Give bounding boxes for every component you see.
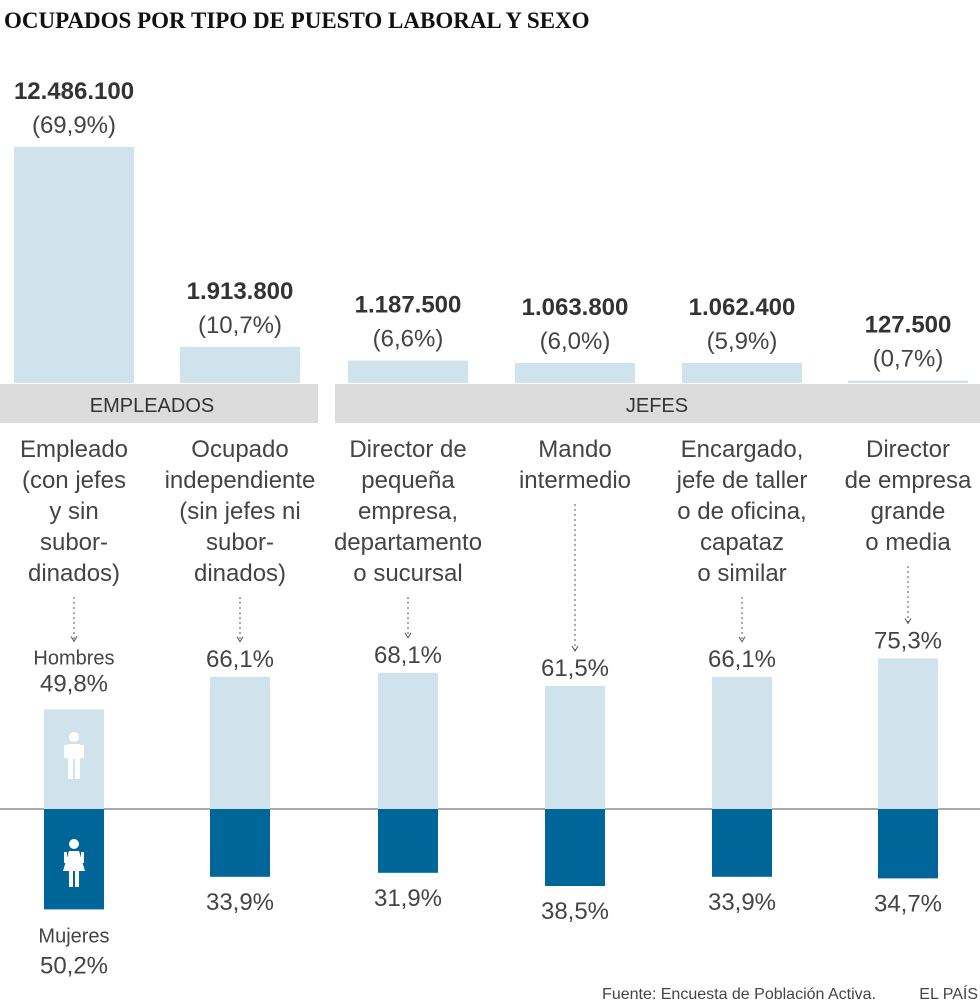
men-share-label: 49,8% (40, 670, 108, 697)
total-bar (848, 380, 968, 383)
category-label: subor- (206, 529, 274, 556)
share-label: (5,9%) (707, 328, 778, 355)
men-bar (44, 709, 104, 809)
men-share-label: 66,1% (206, 646, 274, 673)
category-label: Empleado (20, 436, 128, 463)
category-label: y sin (49, 498, 98, 525)
category-label: o media (865, 529, 951, 556)
category-label: subor- (40, 529, 108, 556)
group-label: JEFES (626, 395, 688, 417)
category-label: dinados) (28, 560, 120, 587)
category-label: independiente (165, 467, 316, 494)
category-label: Encargado, (681, 436, 804, 463)
leader-arrow-icon (236, 636, 244, 643)
women-bar (210, 809, 270, 877)
category-label: (sin jefes ni (179, 498, 300, 525)
women-share-label: 31,9% (374, 885, 442, 912)
men-share-label: 68,1% (374, 642, 442, 669)
brand-logo: EL PAÍS (919, 984, 978, 1003)
value-label: 1.063.800 (522, 294, 629, 321)
woman-icon (63, 839, 85, 887)
leader-arrow-icon (70, 636, 78, 643)
men-share-label: 75,3% (874, 627, 942, 654)
total-bar (14, 147, 134, 383)
women-share-label: 38,5% (541, 898, 609, 925)
group-label: EMPLEADOS (90, 395, 214, 417)
total-bar (682, 362, 802, 383)
category-label: de empresa (845, 467, 972, 494)
category-label: departamento (334, 529, 482, 556)
category-label: o similar (697, 560, 786, 587)
chart-title: OCUPADOS POR TIPO DE PUESTO LABORAL Y SE… (4, 8, 590, 33)
leader-arrow-icon (571, 645, 579, 652)
source-note: Fuente: Encuesta de Población Activa. (602, 986, 876, 1003)
men-bar (712, 676, 772, 809)
group-band-empleados (0, 384, 318, 423)
category-label: (con jefes (22, 467, 126, 494)
man-icon (64, 732, 84, 779)
value-label: 1.913.800 (187, 278, 294, 305)
women-legend-label: Mujeres (38, 925, 109, 947)
total-bar (348, 360, 468, 383)
category-label: capataz (700, 529, 784, 556)
women-share-label: 33,9% (206, 889, 274, 916)
category-label: empresa, (358, 498, 458, 525)
category-label: grande (871, 498, 946, 525)
value-label: 1.062.400 (689, 294, 796, 321)
men-legend-label: Hombres (33, 647, 114, 669)
men-share-label: 66,1% (708, 646, 776, 673)
women-bar (878, 809, 938, 879)
category-label: o de oficina, (677, 498, 806, 525)
women-share-label: 34,7% (874, 890, 942, 917)
category-label: Ocupado (191, 436, 288, 463)
category-label: dinados) (194, 560, 286, 587)
share-label: (10,7%) (198, 312, 282, 339)
value-label: 1.187.500 (355, 292, 462, 319)
chart-marks: 12.486.100 (69,9%) 1.913.800 (10,7%) 1.187.5… (0, 78, 980, 979)
category-label: intermedio (519, 467, 631, 494)
leader-arrow-icon (738, 636, 746, 643)
women-share-label: 50,2% (40, 952, 108, 979)
category-label: Mando (538, 436, 611, 463)
value-label: 12.486.100 (14, 78, 134, 105)
category-label: o sucursal (353, 560, 462, 587)
women-share-label: 33,9% (708, 889, 776, 916)
leader-arrow-icon (904, 618, 912, 625)
men-bar (545, 686, 605, 809)
share-label: (69,9%) (32, 112, 116, 139)
total-bar (515, 362, 635, 383)
share-label: (6,6%) (373, 326, 444, 353)
men-bar (878, 658, 938, 809)
women-bar (378, 809, 438, 873)
women-bar (545, 809, 605, 886)
category-label: pequeña (361, 467, 455, 494)
category-label: Director de (349, 436, 466, 463)
leader-arrow-icon (404, 632, 412, 639)
total-bar (180, 346, 300, 383)
group-band-jefes (335, 384, 980, 423)
value-label: 127.500 (865, 312, 952, 339)
share-label: (6,0%) (540, 328, 611, 355)
men-bar (210, 676, 270, 809)
category-label: Director (866, 436, 950, 463)
men-share-label: 61,5% (541, 655, 609, 682)
category-label: jefe de taller (676, 467, 808, 494)
men-bar (378, 672, 438, 809)
women-bar (712, 809, 772, 877)
share-label: (0,7%) (873, 346, 944, 373)
